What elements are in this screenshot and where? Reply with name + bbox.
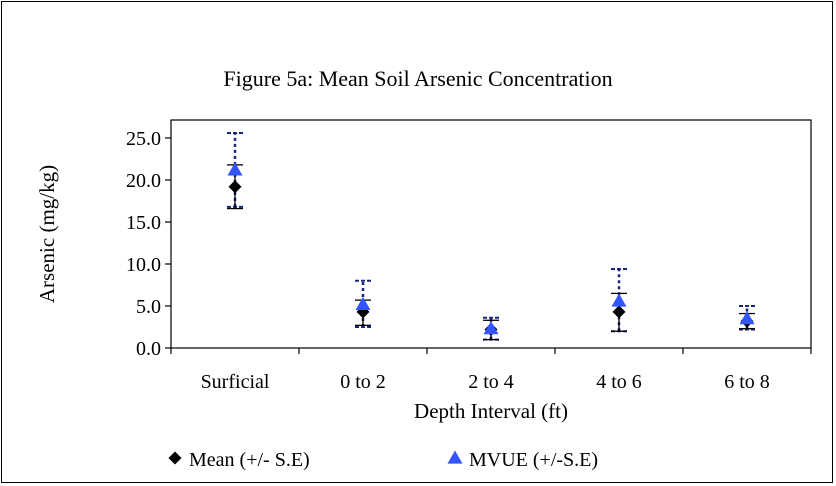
mean-point — [228, 180, 242, 194]
x-axis-label: Depth Interval (ft) — [414, 399, 568, 423]
x-tick-label: 6 to 8 — [724, 371, 770, 393]
series-mvue — [227, 131, 755, 341]
x-tick-label: Surficial — [201, 371, 270, 393]
series-layer — [227, 131, 755, 341]
y-tick-label: 20.0 — [126, 170, 161, 192]
legend-label: Mean (+/- S.E) — [189, 449, 310, 471]
x-tick-label: 2 to 4 — [468, 371, 514, 393]
chart-title: Figure 5a: Mean Soil Arsenic Concentrati… — [223, 66, 612, 91]
legend-label: MVUE (+/-S.E) — [469, 449, 598, 471]
mvue-point — [611, 293, 627, 307]
mvue-point — [739, 311, 755, 325]
x-tick-label: 0 to 2 — [340, 371, 386, 393]
legend-item-mean: Mean (+/- S.E) — [168, 449, 310, 471]
mvue-point — [355, 296, 371, 310]
mvue-point — [483, 321, 499, 335]
mean-point — [168, 451, 182, 465]
y-tick-label: 25.0 — [126, 128, 161, 150]
x-tick-label: 4 to 6 — [596, 371, 642, 393]
legend-item-mvue: MVUE (+/-S.E) — [447, 449, 598, 471]
x-axis: Surficial 0 to 2 2 to 4 4 to 6 6 to 8 — [170, 348, 812, 393]
y-tick-label: 5.0 — [136, 296, 161, 318]
mvue-point — [447, 450, 463, 464]
y-tick-label: 10.0 — [126, 254, 161, 276]
y-axis: 0.0 5.0 10.0 15.0 20.0 25.0 — [126, 128, 171, 360]
mvue-markers — [227, 162, 755, 335]
legend: Mean (+/- S.E) MVUE (+/-S.E) — [168, 449, 598, 471]
plot-area — [170, 119, 812, 349]
y-tick-label: 15.0 — [126, 212, 161, 234]
mean-point — [612, 305, 626, 319]
mvue-point — [227, 162, 243, 176]
series-mean — [227, 164, 755, 341]
y-axis-label: Arsenic (mg/kg) — [35, 165, 59, 303]
mean-markers — [228, 180, 754, 337]
y-tick-label: 0.0 — [136, 338, 161, 360]
